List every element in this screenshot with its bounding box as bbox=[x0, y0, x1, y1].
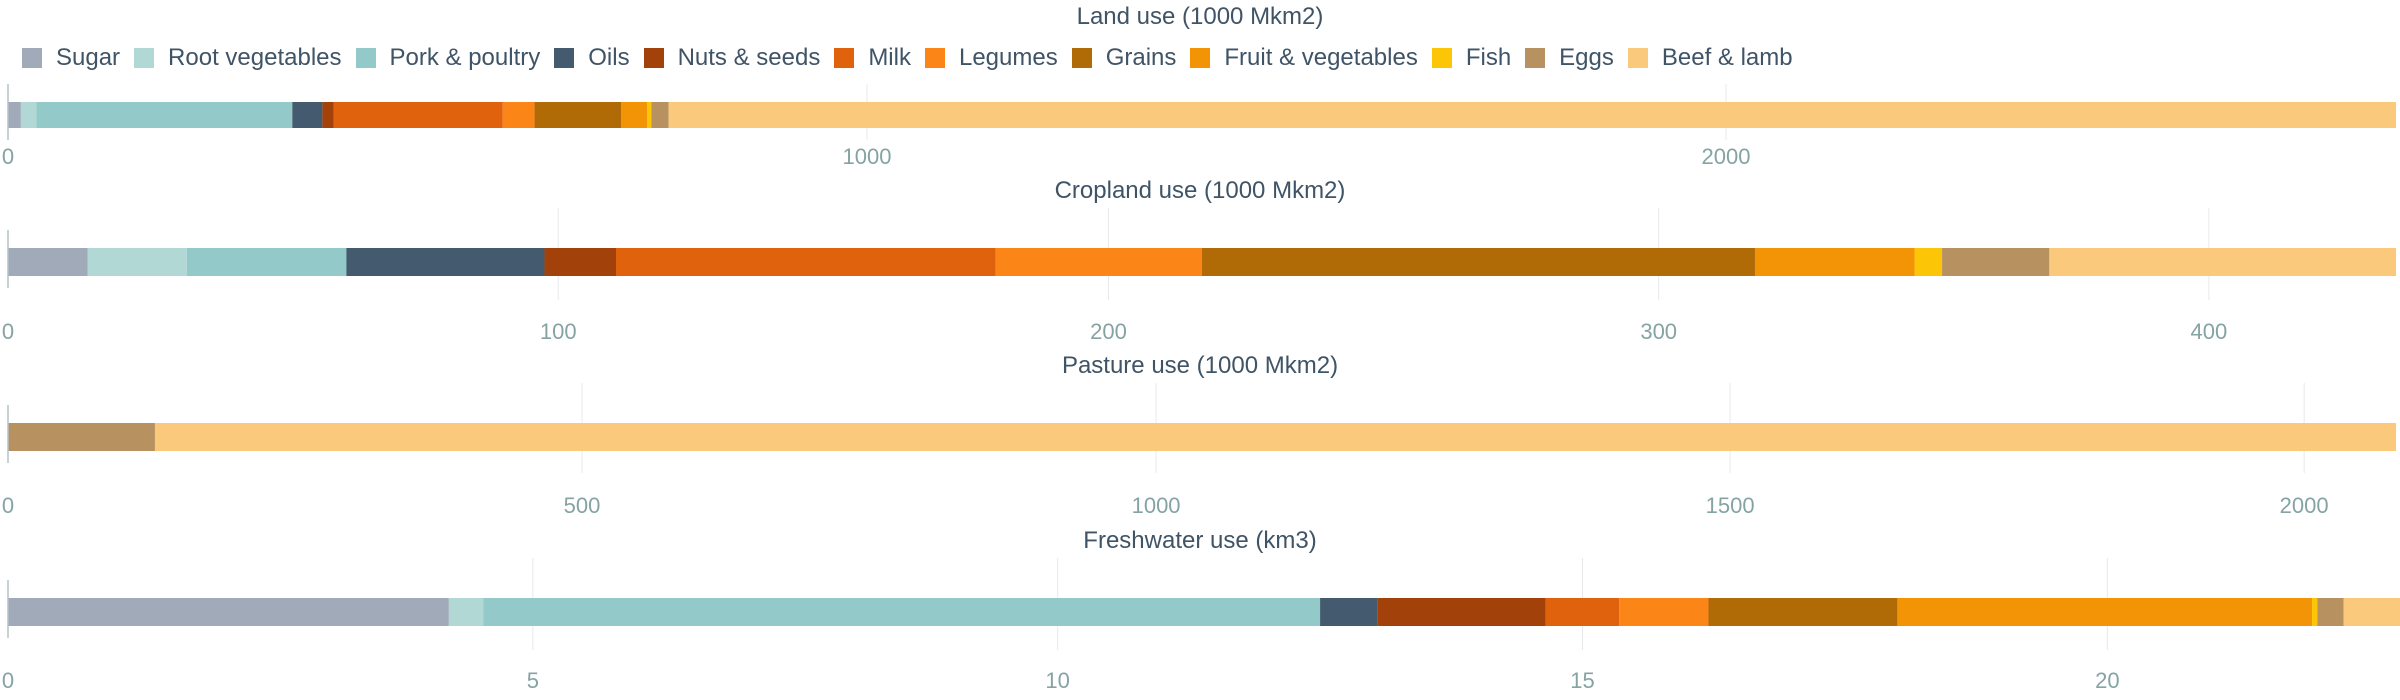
legend-item: Fruit & vegetables bbox=[1190, 44, 1418, 72]
tick-label: 2000 bbox=[1702, 144, 1751, 169]
bar-segment bbox=[1942, 248, 2050, 276]
legend-item: Oils bbox=[554, 44, 630, 72]
legend-swatch bbox=[1627, 48, 1648, 68]
bar-segment bbox=[621, 102, 648, 128]
bar-segment bbox=[483, 598, 1321, 626]
bar-segment bbox=[616, 248, 996, 276]
bar-segment bbox=[1320, 598, 1378, 626]
tick-label: 2000 bbox=[2280, 493, 2329, 518]
bar-segment bbox=[2049, 248, 2396, 276]
tick-label: 200 bbox=[1090, 319, 1127, 344]
legend-label: Fruit & vegetables bbox=[1224, 44, 1418, 71]
bar-segment bbox=[322, 102, 334, 128]
bar-segment bbox=[186, 248, 347, 276]
legend-swatch bbox=[1071, 48, 1092, 68]
chart-legend: Sugar Root vegetables Pork & poultry Oils Nu… bbox=[22, 42, 1807, 74]
tick-label: 15 bbox=[1570, 668, 1594, 693]
legend-item: Milk bbox=[834, 44, 911, 72]
tick-label: 10 bbox=[1045, 668, 1069, 693]
tick-label: 0 bbox=[2, 319, 14, 344]
bar-segment bbox=[1202, 248, 1755, 276]
legend-item: Eggs bbox=[1525, 44, 1614, 72]
tick-label: 300 bbox=[1640, 319, 1677, 344]
legend-label: Oils bbox=[588, 44, 630, 71]
legend-label: Beef & lamb bbox=[1661, 44, 1793, 71]
bar-segment bbox=[333, 102, 503, 128]
bar-segment bbox=[1914, 248, 1943, 276]
legend-item: Beef & lamb bbox=[1627, 44, 1793, 72]
legend-label: Nuts & seeds bbox=[677, 44, 821, 71]
legend-label: Fish bbox=[1465, 44, 1512, 71]
legend-item: Grains bbox=[1071, 44, 1177, 72]
legend-item: Legumes bbox=[924, 44, 1058, 72]
legend-item: Nuts & seeds bbox=[643, 44, 821, 72]
bar-segment bbox=[502, 102, 535, 128]
bar-segment bbox=[8, 248, 88, 276]
bar-segment bbox=[544, 248, 617, 276]
panel-title: Cropland use (1000 Mkm2) bbox=[1055, 177, 1346, 204]
tick-label: 1500 bbox=[1706, 493, 1755, 518]
legend-label: Pork & poultry bbox=[389, 44, 541, 71]
bar-segment bbox=[154, 423, 2396, 451]
bar-segment bbox=[1708, 598, 1898, 626]
bar-segment bbox=[87, 248, 187, 276]
bar-segment bbox=[2317, 598, 2344, 626]
bar-segment bbox=[20, 102, 37, 128]
panel-title: Freshwater use (km3) bbox=[1083, 527, 1316, 554]
tick-label: 5 bbox=[527, 668, 539, 693]
bar-segment bbox=[8, 102, 21, 128]
bar-segment bbox=[448, 598, 484, 626]
tick-label: 100 bbox=[540, 319, 577, 344]
panel-title: Pasture use (1000 Mkm2) bbox=[1062, 352, 1338, 379]
legend-item: Fish bbox=[1431, 44, 1512, 72]
legend-item: Sugar bbox=[22, 44, 120, 72]
tick-label: 1000 bbox=[1132, 493, 1181, 518]
legend-swatch bbox=[355, 48, 376, 68]
bar-segment bbox=[36, 102, 293, 128]
bar-segment bbox=[1377, 598, 1546, 626]
bar-segment bbox=[346, 248, 545, 276]
tick-label: 20 bbox=[2095, 668, 2119, 693]
legend-item: Root vegetables bbox=[134, 44, 342, 72]
tick-label: 500 bbox=[564, 493, 601, 518]
bar-segment bbox=[1754, 248, 1915, 276]
bar-segment bbox=[2312, 598, 2318, 626]
bar-segment bbox=[647, 102, 652, 128]
bar-segment bbox=[995, 248, 1202, 276]
tick-label: 0 bbox=[2, 144, 14, 169]
bar-segment bbox=[1545, 598, 1620, 626]
legend-label: Sugar bbox=[56, 44, 121, 71]
bar-segment bbox=[1619, 598, 1709, 626]
legend-swatch bbox=[1431, 48, 1452, 68]
bar-segment bbox=[651, 102, 669, 128]
bar-segment bbox=[2343, 598, 2400, 626]
legend-swatch bbox=[1525, 48, 1546, 68]
bar-segment bbox=[292, 102, 323, 128]
tick-label: 0 bbox=[2, 493, 14, 518]
legend-item: Pork & poultry bbox=[355, 44, 541, 72]
bar-segment bbox=[1897, 598, 2313, 626]
tick-label: 400 bbox=[2191, 319, 2228, 344]
legend-swatch bbox=[1190, 48, 1211, 68]
bar-segment bbox=[8, 423, 155, 451]
legend-swatch bbox=[924, 48, 945, 68]
legend-swatch bbox=[22, 48, 42, 68]
tick-label: 0 bbox=[2, 668, 14, 693]
tick-label: 1000 bbox=[843, 144, 892, 169]
legend-label: Eggs bbox=[1559, 44, 1614, 71]
legend-label: Grains bbox=[1105, 44, 1177, 71]
legend-swatch bbox=[834, 48, 855, 68]
legend-swatch bbox=[643, 48, 664, 68]
panel-title: Land use (1000 Mkm2) bbox=[1077, 3, 1324, 30]
legend-label: Root vegetables bbox=[168, 44, 342, 71]
bar-segment bbox=[8, 598, 449, 626]
legend-swatch bbox=[554, 48, 575, 68]
legend-label: Legumes bbox=[958, 44, 1058, 71]
bar-segment bbox=[668, 102, 2397, 128]
legend-swatch bbox=[134, 48, 155, 68]
legend-label: Milk bbox=[868, 44, 911, 71]
bar-segment bbox=[534, 102, 622, 128]
